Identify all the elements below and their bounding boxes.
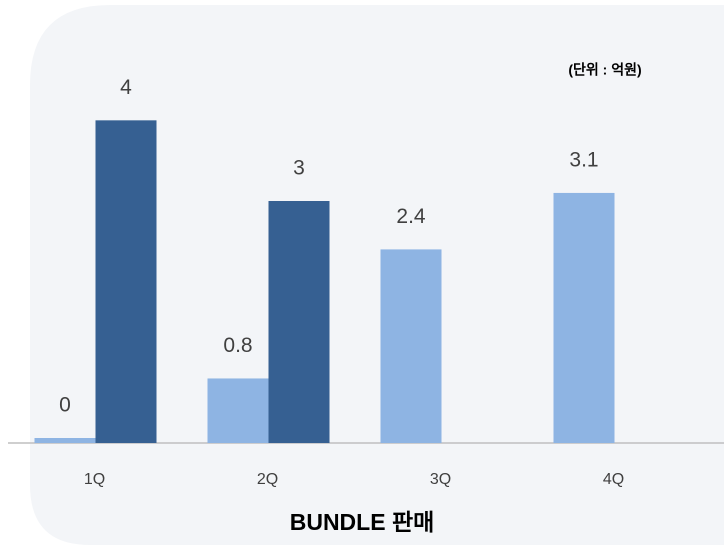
bar: [95, 120, 157, 443]
value-label: 0.8: [223, 334, 252, 357]
value-label: 3.1: [569, 148, 598, 171]
x-tick-label: 1Q: [84, 471, 105, 488]
background: [30, 5, 724, 545]
value-label: 0: [59, 394, 71, 417]
value-label: 4: [120, 76, 132, 99]
bar: [553, 192, 615, 443]
x-tick-label: 2Q: [257, 471, 278, 488]
value-label: 2.4: [396, 205, 426, 228]
bar: [207, 378, 269, 443]
chart-title: BUNDLE 판매: [290, 509, 435, 535]
bar: [380, 249, 442, 443]
bar: [34, 438, 96, 443]
x-tick-label: 4Q: [603, 471, 624, 488]
value-label: 3: [293, 157, 305, 180]
bar: [268, 201, 330, 443]
unit-label: (단위 : 억원): [568, 62, 641, 78]
x-tick-label: 3Q: [430, 471, 451, 488]
